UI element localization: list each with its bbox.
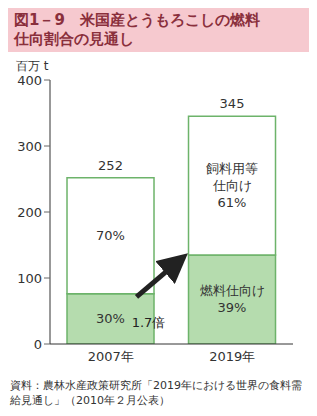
- svg-text:39%: 39%: [218, 300, 247, 315]
- svg-text:70%: 70%: [96, 228, 125, 243]
- svg-text:1.7倍: 1.7倍: [132, 315, 166, 330]
- svg-text:2007年: 2007年: [88, 349, 134, 364]
- svg-text:0: 0: [34, 337, 42, 352]
- html-text:百万 t: 百万 t: [16, 59, 49, 73]
- svg-text:61%: 61%: [218, 195, 247, 210]
- svg-text:400: 400: [17, 73, 42, 88]
- svg-text:燃料仕向け: 燃料仕向け: [200, 283, 265, 298]
- svg-text:2019年: 2019年: [209, 349, 255, 364]
- svg-text:30%: 30%: [96, 311, 125, 326]
- svg-text:200: 200: [17, 205, 42, 220]
- html-text:資料：農林水産政策研究所「2019年における世界の食料需給見: 資料：農林水産政策研究所「2019年における世界の食料需給見通し」（2010年２…: [10, 379, 302, 407]
- svg-text:100: 100: [17, 271, 42, 286]
- svg-text:345: 345: [220, 96, 245, 111]
- svg-text:300: 300: [17, 139, 42, 154]
- svg-text:仕向け: 仕向け: [212, 178, 252, 193]
- svg-text:飼料用等: 飼料用等: [206, 161, 258, 176]
- svg-text:252: 252: [98, 158, 123, 173]
- html-text:図1－9 米国産とうもろこしの燃料仕向割合の見通し: 図1－9 米国産とうもろこしの燃料仕向割合の見通し: [14, 11, 260, 48]
